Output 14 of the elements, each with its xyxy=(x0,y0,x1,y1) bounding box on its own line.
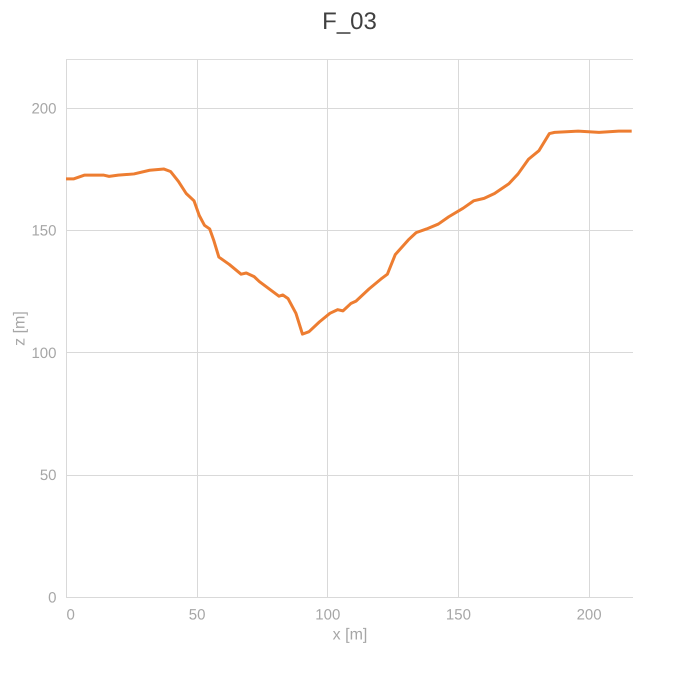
y-tick-label: 0 xyxy=(48,590,56,606)
y-tick-label: 150 xyxy=(31,222,56,240)
y-axis-title: z [m] xyxy=(11,311,28,346)
x-tick-label: 100 xyxy=(315,606,340,624)
x-tick-label: 150 xyxy=(446,606,471,624)
x-tick-label: 50 xyxy=(188,606,206,624)
line-series xyxy=(66,130,633,336)
x-tick-label: 0 xyxy=(66,606,75,624)
y-tick-label: 50 xyxy=(40,467,56,484)
y-tick-label: 200 xyxy=(31,100,56,118)
y-tick-label: 100 xyxy=(31,344,56,362)
x-tick-label: 200 xyxy=(576,606,602,624)
x-axis-title: x [m] xyxy=(332,626,368,644)
chart-title: F_03 xyxy=(322,8,377,35)
